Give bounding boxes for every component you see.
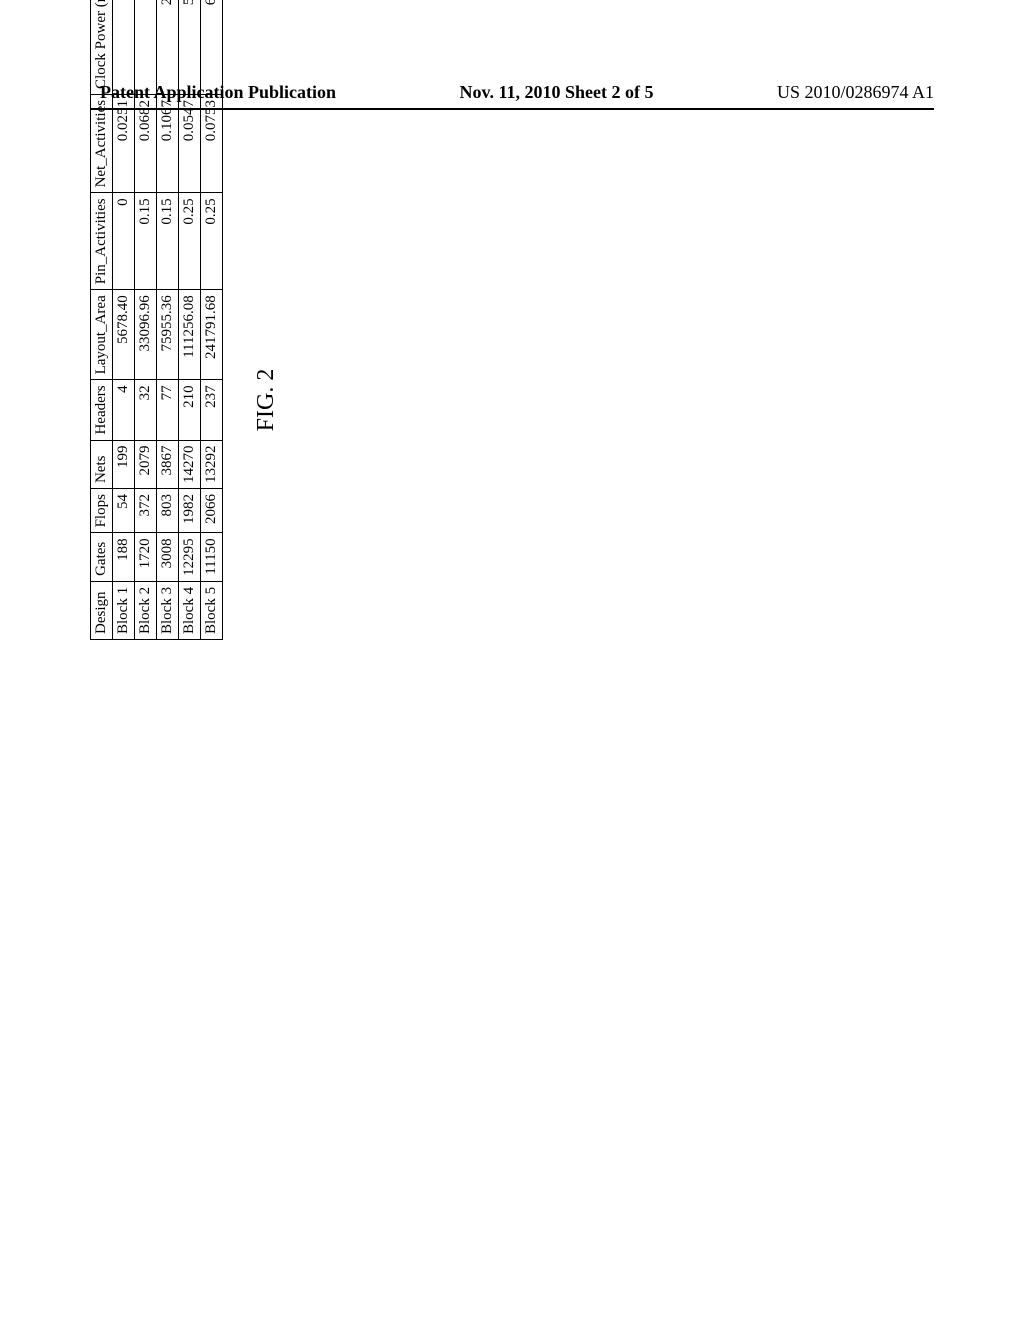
table-cell: 0.1067 [157,94,179,192]
table-cell: 1982 [179,489,201,533]
table-cell: 54.88 [179,0,201,94]
header-date-sheet: Nov. 11, 2010 Sheet 2 of 5 [459,82,653,103]
figure-area: DesignGatesFlopsNetsHeadersLayout_AreaPi… [90,160,510,640]
table-cell: Block 4 [179,581,201,639]
table-cell: 12295 [179,533,201,582]
table-cell: 0.15 [157,193,179,290]
table-cell: 75955.36 [157,290,179,380]
col-header: Clock Power (mW) [91,0,113,94]
table-row: Block 3300880338677775955.360.150.106722… [157,0,179,640]
table-cell: 22.30 [157,0,179,94]
figure-label: FIG. 2 [253,160,280,640]
table-header-row: DesignGatesFlopsNetsHeadersLayout_AreaPi… [91,0,113,640]
table-cell: 0.0682 [135,94,157,192]
table-cell: 61.13 [201,0,223,94]
table-cell: 5678.40 [113,290,135,380]
table-cell: 237 [201,380,223,440]
table-cell: 188 [113,533,135,582]
table-cell: 11150 [201,533,223,582]
table-cell: 0 [113,193,135,290]
table-row: Block 11885419945678.4000.02511.020.00 [113,0,135,640]
col-header: Nets [91,440,113,489]
table-cell: 0.0251 [113,94,135,192]
table-cell: 4 [113,380,135,440]
table-cell: 199 [113,440,135,489]
table-head: DesignGatesFlopsNetsHeadersLayout_AreaPi… [91,0,113,640]
table-cell: 13292 [201,440,223,489]
table-row: Block 2172037220793233096.960.150.06826.… [135,0,157,640]
table-cell: Block 2 [135,581,157,639]
table-cell: 0.25 [179,193,201,290]
table-cell: 3867 [157,440,179,489]
header-pub-number: US 2010/0286974 A1 [777,82,934,103]
table-cell: 803 [157,489,179,533]
col-header: Flops [91,489,113,533]
table-cell: Block 1 [113,581,135,639]
table-cell: 3008 [157,533,179,582]
col-header: Pin_Activities [91,193,113,290]
table-cell: Block 3 [157,581,179,639]
table-cell: 54 [113,489,135,533]
table-cell: 1.02 [113,0,135,94]
table-row: Block 511150206613292237241791.680.250.0… [201,0,223,640]
table-cell: Block 5 [201,581,223,639]
table-cell: 2079 [135,440,157,489]
table-cell: 372 [135,489,157,533]
table-body: Block 11885419945678.4000.02511.020.00Bl… [113,0,223,640]
table-cell: 0.15 [135,193,157,290]
table-cell: 32 [135,380,157,440]
table-cell: 210 [179,380,201,440]
col-header: Layout_Area [91,290,113,380]
table-cell: 6.94 [135,0,157,94]
table-cell: 14270 [179,440,201,489]
table-cell: 0.25 [201,193,223,290]
table-cell: 1720 [135,533,157,582]
table-cell: 241791.68 [201,290,223,380]
table-row: Block 412295198214270210111256.080.250.0… [179,0,201,640]
table-cell: 2066 [201,489,223,533]
table-cell: 77 [157,380,179,440]
table-cell: 111256.08 [179,290,201,380]
col-header: Headers [91,380,113,440]
col-header: Net_Activities [91,94,113,192]
table-cell: 0.0547 [179,94,201,192]
table-cell: 33096.96 [135,290,157,380]
col-header: Design [91,581,113,639]
design-data-table: DesignGatesFlopsNetsHeadersLayout_AreaPi… [90,0,223,640]
table-cell: 0.0753 [201,94,223,192]
col-header: Gates [91,533,113,582]
